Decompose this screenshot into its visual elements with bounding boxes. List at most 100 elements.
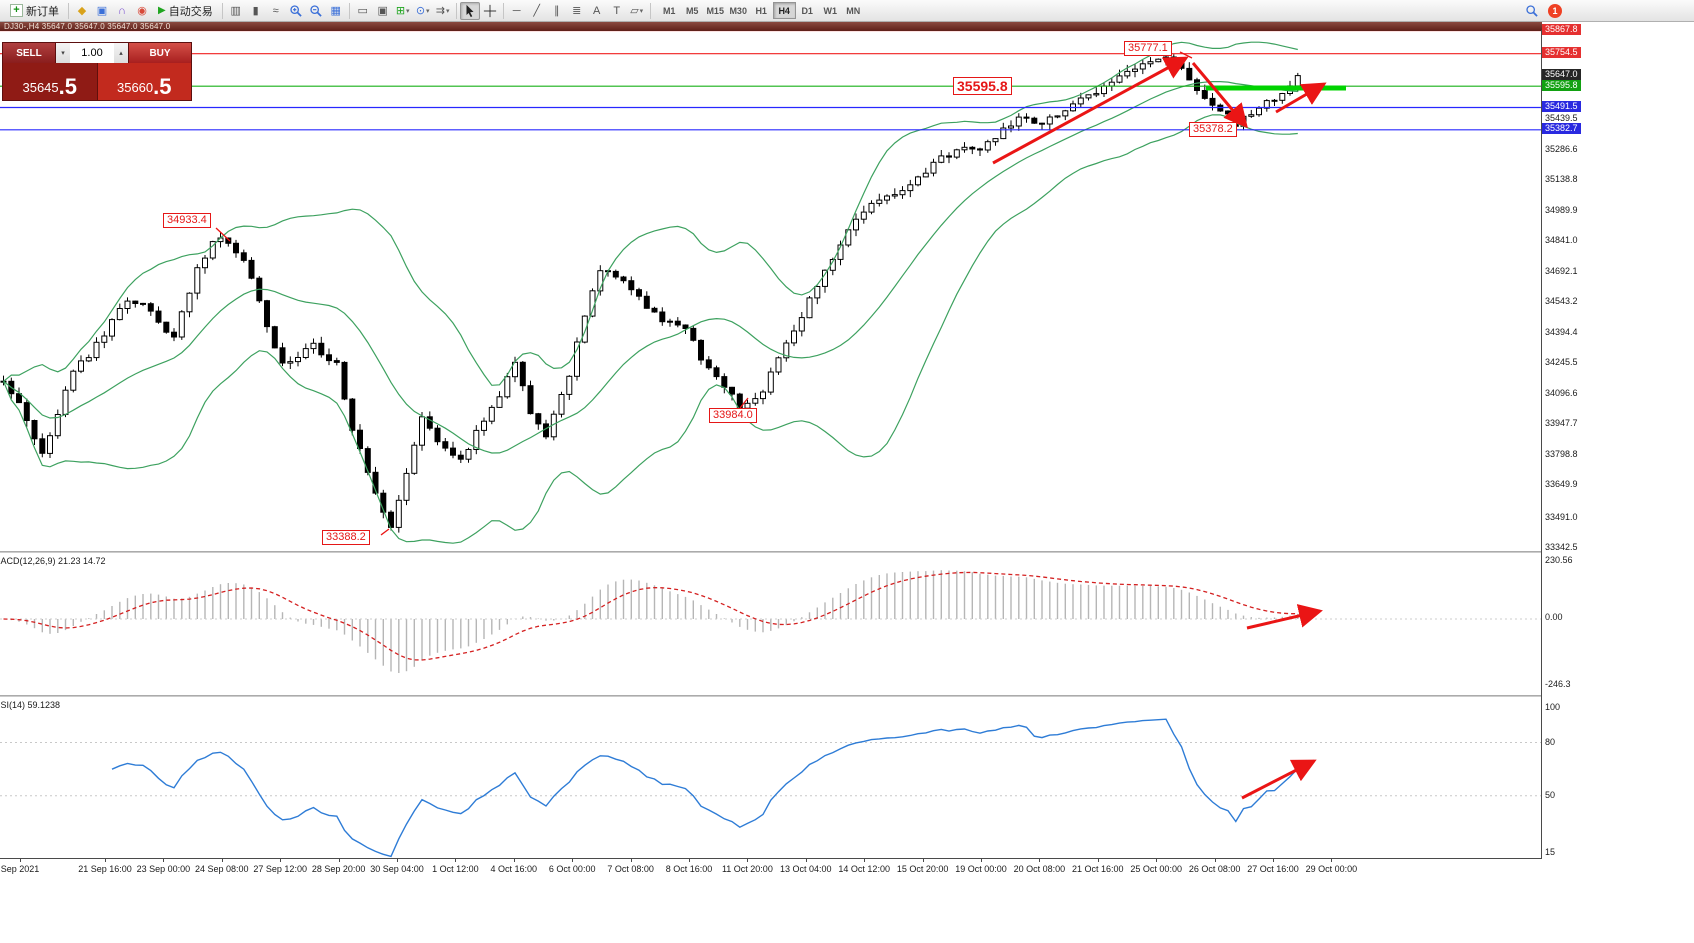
price-annotation[interactable]: 34933.4 [163, 213, 211, 229]
toolbar-separator [68, 2, 69, 19]
time-axis-label: 25 Oct 00:00 [1130, 864, 1182, 874]
price-scale-label: 33342.5 [1545, 542, 1578, 552]
timeframe-button-d1[interactable]: D1 [801, 5, 813, 16]
timeframe-button-h1[interactable]: H1 [755, 5, 767, 16]
text-tool-icon[interactable]: A [593, 4, 601, 17]
time-axis-label: 1 Oct 12:00 [432, 864, 479, 874]
new-chart-icon[interactable]: ⊞ ▾ [395, 5, 410, 17]
zoom-in-icon[interactable] [286, 2, 306, 20]
new-order-icon: + [10, 4, 23, 17]
time-axis-label: 30 Sep 04:00 [370, 864, 424, 874]
label-tool-icon[interactable]: T [613, 4, 621, 17]
buy-price: 35660 [116, 80, 154, 95]
price-annotation[interactable]: 35777.1 [1124, 40, 1172, 56]
timeframe-button-mn[interactable]: MN [846, 5, 861, 16]
chevron-down-icon: ▾ [446, 7, 450, 15]
toolbar-separator [649, 2, 651, 19]
sell-price-button[interactable]: 35645 .5 [3, 63, 98, 100]
timeframe-button-m15[interactable]: M15 [706, 5, 724, 16]
time-axis-label: 21 Oct 16:00 [1072, 864, 1124, 874]
price-axis-line [1541, 30, 1542, 859]
period-icon[interactable]: ⊙ ▾ [415, 5, 430, 17]
price-annotation[interactable]: 33388.2 [322, 529, 370, 545]
time-axis-tick [455, 859, 457, 862]
time-axis-tick [1331, 859, 1333, 862]
time-axis-label: 20 Oct 08:00 [1013, 864, 1066, 874]
price-axis[interactable]: 35439.5 35286.6 35138.8 34989.9 34841.0 34692… [1542, 0, 1694, 943]
timeframe-button-m30[interactable]: M30 [729, 5, 747, 16]
tile-vertically-icon[interactable]: ▣ [377, 5, 388, 17]
price-scale-label: 35138.8 [1545, 174, 1578, 185]
time-axis-tick [805, 859, 807, 862]
support-headset-icon[interactable]: ∩ [118, 4, 126, 17]
cascade-windows-icon[interactable]: ▭ [357, 5, 368, 17]
timeframe-button-w1[interactable]: W1 [823, 5, 837, 16]
price-annotation[interactable]: 35378.2 [1189, 122, 1237, 138]
community-icon[interactable]: ▣ [96, 5, 108, 17]
time-axis-tick [689, 859, 690, 862]
time-axis-tick [397, 859, 398, 862]
price-annotation[interactable]: 33984.0 [709, 407, 757, 423]
toolbar-separator [348, 2, 350, 19]
time-axis-tick [630, 859, 632, 862]
new-order-label: 新订单 [26, 5, 59, 18]
price-annotation[interactable]: 35595.8 [953, 76, 1012, 95]
time-axis-label: 23 Sep 00:00 [136, 864, 191, 874]
main-chart[interactable] [0, 30, 1541, 552]
time-axis-label: 15 Oct 20:00 [896, 864, 949, 874]
time-axis-tick [864, 859, 866, 862]
timeframe-button-h4[interactable]: H4 [772, 2, 796, 19]
macd-panel[interactable] [0, 553, 1541, 696]
channel-tool-icon[interactable]: ∥ [553, 5, 560, 17]
main-toolbar: + 新订单 ◆ ▣ ∩ ◉ ▶ 自动交易 ▥ ▮ ≈ ▦ ▭ ▣ ⊞ ▾ ⊙ ▾ ⇉… [0, 0, 1694, 22]
price-level-label: 35867.8 [1542, 24, 1581, 35]
symbol-ohlc-info: DJ30-,H4 35647.0 35647.0 35647.0 35647.0 [4, 22, 171, 31]
price-level-label: 35491.5 [1542, 101, 1581, 113]
line-chart-icon[interactable]: ≈ [272, 4, 279, 17]
crosshair-icon[interactable] [480, 2, 500, 20]
buy-price-button[interactable]: 35660 .5 [97, 63, 191, 100]
autotrading-button[interactable]: ▶ 自动交易 [152, 2, 219, 20]
search-icon[interactable] [1522, 2, 1542, 20]
time-axis-label: 24 Sep 08:00 [195, 864, 249, 874]
volume-input[interactable] [70, 43, 114, 63]
bar-chart-icon[interactable]: ▥ [230, 5, 241, 17]
chart-shift-icon[interactable]: ⇉ ▾ [435, 5, 450, 17]
fibonacci-tool-icon[interactable]: ≣ [572, 5, 582, 17]
timeframe-button-m1[interactable]: M1 [662, 5, 676, 16]
buy-button[interactable]: BUY [129, 43, 191, 63]
zoom-out-icon[interactable] [306, 2, 326, 20]
time-axis-label: 8 Oct 16:00 [665, 864, 713, 874]
candlestick-chart-icon[interactable]: ▮ [252, 5, 259, 17]
trendline-tool-icon[interactable]: ╱ [533, 5, 541, 17]
time-axis[interactable]: Sep 2021 21 Sep 16:00 23 Sep 00:00 24 Sep 0… [0, 858, 1694, 882]
price-scale-label: 35439.5 [1545, 112, 1578, 123]
tile-windows-icon[interactable]: ▦ [330, 5, 341, 17]
shapes-tool-icon[interactable]: ▱ ▾ [630, 5, 644, 17]
news-icon[interactable]: ◉ [137, 5, 147, 17]
chevron-down-icon: ▾ [639, 7, 644, 15]
indicator-scale-label: 230.56 [1545, 555, 1573, 565]
price-scale-label: 33798.8 [1545, 448, 1578, 459]
volume-up-button[interactable]: ▴ [114, 43, 128, 63]
rsi-indicator-label: RSI(14) 59.1238 [0, 700, 61, 710]
panel-separator[interactable] [0, 695, 1694, 697]
indicator-scale-label: 80 [1545, 737, 1556, 747]
time-axis-label: 21 Sep 16:00 [78, 864, 132, 874]
volume-down-button[interactable]: ▾ [56, 43, 70, 63]
time-axis-label: 27 Oct 16:00 [1247, 864, 1299, 874]
time-axis-label: 29 Oct 00:00 [1305, 864, 1358, 874]
time-axis-tick [280, 859, 282, 862]
rsi-panel[interactable] [0, 697, 1541, 858]
notification-badge[interactable]: 1 [1548, 3, 1562, 18]
horizontal-line-tool-icon[interactable]: ─ [512, 4, 521, 17]
new-order-button[interactable]: + 新订单 [4, 2, 65, 20]
mql5-icon[interactable]: ◆ [77, 5, 87, 17]
autotrading-play-icon: ▶ [158, 5, 166, 16]
indicator-scale-label: 0.00 [1545, 612, 1563, 622]
timeframe-button-m5[interactable]: M5 [685, 5, 699, 16]
sell-button[interactable]: SELL [3, 43, 55, 63]
panel-separator[interactable] [0, 551, 1694, 553]
cursor-icon[interactable] [459, 1, 480, 20]
macd-indicator-label: MACD(12,26,9) 21.23 14.72 [0, 556, 106, 566]
